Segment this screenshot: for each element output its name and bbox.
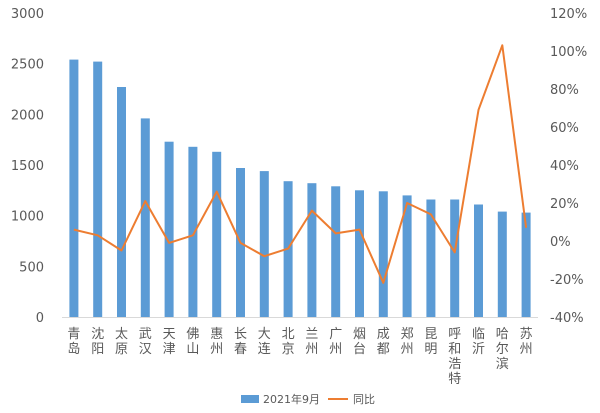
category-label: 临沂: [472, 327, 485, 357]
legend-line-label: 同比: [353, 393, 375, 406]
bar-series: [69, 59, 531, 318]
bar: [450, 199, 460, 317]
category-label: 呼和浩特: [448, 327, 461, 387]
left-tick-label: 1000: [11, 210, 44, 225]
bar: [402, 195, 412, 317]
category-label: 成都: [377, 327, 390, 357]
left-tick-label: 500: [19, 260, 44, 275]
category-labels: 青岛沈阳太原武汉天津佛山惠州长春大连北京兰州广州烟台成都郑州昆明呼和浩特临沂哈尔…: [67, 326, 532, 387]
right-tick-label: 100%: [550, 45, 587, 60]
category-label: 兰州: [305, 327, 318, 357]
right-axis: -40% -20% 0% 20% 40% 60% 80% 100% 120%: [550, 7, 587, 326]
bar: [140, 118, 150, 318]
right-tick-label: 60%: [550, 121, 579, 136]
bar: [426, 199, 436, 317]
bar: [497, 211, 507, 317]
category-label: 惠州: [210, 327, 223, 357]
category-label: 长春: [234, 327, 247, 357]
category-label: 沈阳: [91, 327, 104, 357]
left-tick-label: 1500: [11, 159, 44, 174]
bar: [307, 183, 317, 317]
bar: [93, 61, 103, 317]
category-label: 大连: [258, 327, 271, 357]
line-series: [73, 44, 528, 284]
category-label: 郑州: [401, 327, 414, 357]
bar: [378, 191, 388, 317]
right-tick-label: -40%: [550, 311, 584, 326]
category-label: 北京: [282, 327, 295, 357]
bar: [521, 212, 531, 317]
bar: [117, 87, 126, 317]
category-label: 昆明: [424, 327, 437, 357]
bar: [188, 146, 198, 317]
category-label: 武汉: [139, 327, 152, 357]
bar: [474, 204, 483, 317]
bar: [331, 186, 341, 317]
bar: [259, 171, 269, 317]
category-label: 哈尔滨: [496, 327, 509, 372]
category-label: 天津: [163, 327, 176, 357]
bar: [164, 141, 174, 317]
legend-bar-swatch: [241, 395, 259, 403]
legend: 2021年9月 同比: [241, 392, 375, 406]
left-axis: 0 500 1000 1500 2000 2500 3000: [11, 7, 538, 326]
right-tick-label: -20%: [550, 273, 584, 288]
left-tick-label: 2000: [11, 108, 44, 123]
yoy-line: [73, 44, 528, 284]
right-tick-label: 20%: [550, 197, 579, 212]
right-tick-label: 120%: [550, 7, 587, 22]
bar: [355, 190, 364, 317]
left-tick-label: 0: [36, 311, 44, 326]
bar: [212, 151, 222, 317]
legend-bar-label: 2021年9月: [263, 392, 320, 406]
right-tick-label: 0%: [550, 235, 571, 250]
category-label: 青岛: [67, 327, 80, 357]
category-label: 烟台: [353, 327, 366, 357]
bar: [69, 59, 79, 317]
right-tick-label: 40%: [550, 159, 579, 174]
category-label: 苏州: [520, 326, 533, 357]
category-label: 佛山: [186, 327, 199, 357]
left-tick-label: 3000: [11, 7, 44, 22]
right-tick-label: 80%: [550, 83, 579, 98]
category-label: 太原: [115, 327, 128, 357]
left-tick-label: 2500: [11, 58, 44, 73]
category-label: 广州: [329, 327, 342, 357]
